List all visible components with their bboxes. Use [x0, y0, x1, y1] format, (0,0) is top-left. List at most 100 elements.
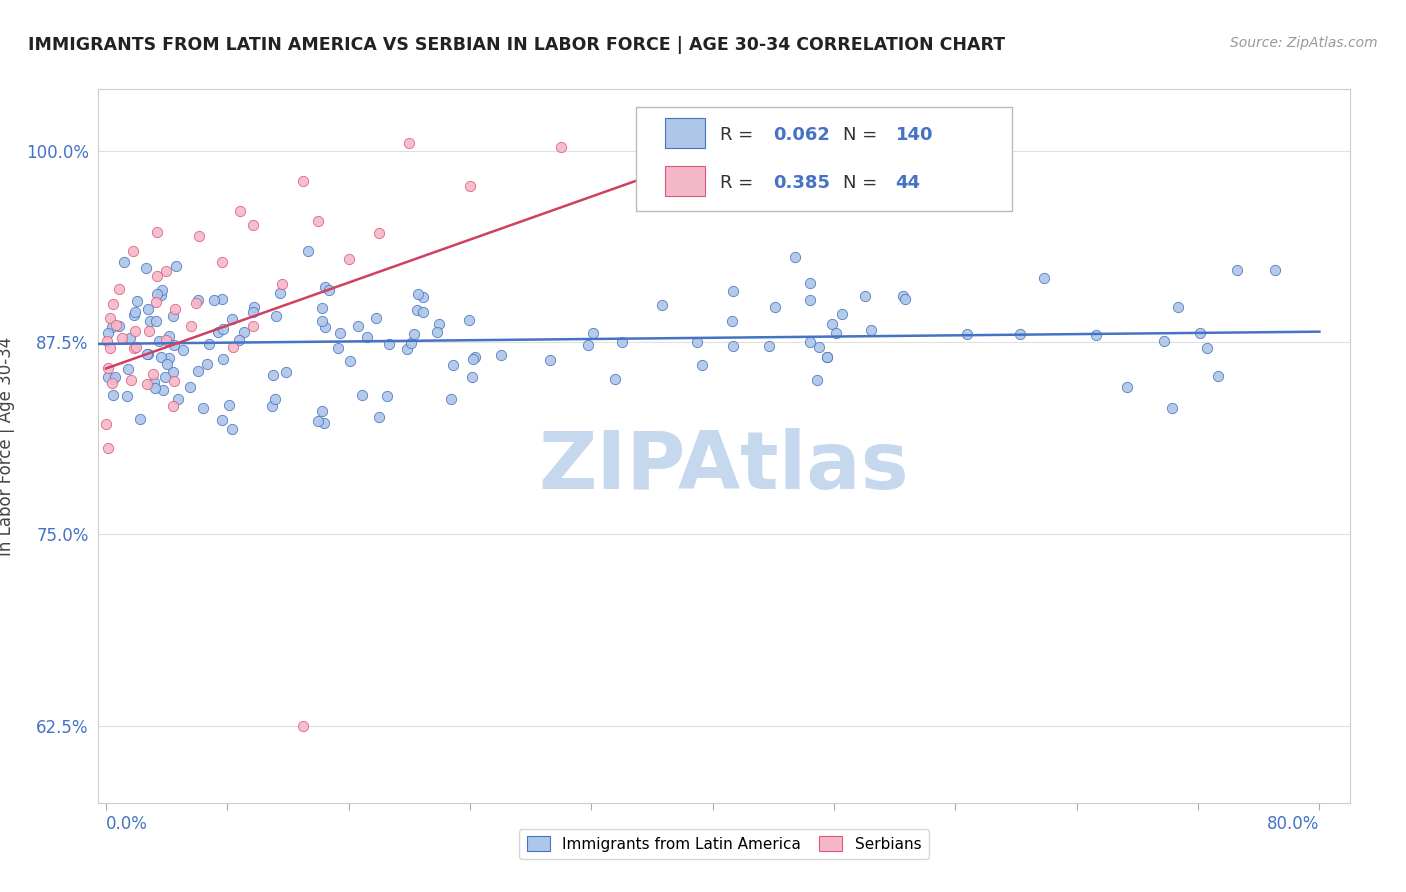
Point [603, 372, 626, 386]
Point [157, 351, 180, 366]
Point [167, 392, 190, 406]
Point [212, 322, 235, 336]
Point [125, 340, 148, 354]
Point [149, 287, 172, 301]
Point [204, 293, 226, 307]
Text: 0.385: 0.385 [773, 174, 830, 192]
Point [221, 422, 243, 436]
Point [120, 373, 142, 387]
Point [367, 410, 389, 425]
Point [356, 330, 378, 344]
Text: 0.0%: 0.0% [105, 815, 148, 833]
Point [723, 284, 745, 298]
Point [894, 293, 917, 307]
Point [806, 374, 828, 388]
Point [395, 342, 418, 356]
Point [180, 318, 202, 333]
Point [269, 286, 291, 301]
Point [187, 364, 209, 378]
Point [582, 326, 605, 341]
Point [135, 376, 157, 391]
Point [337, 252, 360, 267]
Point [1161, 401, 1184, 415]
Point [222, 340, 245, 354]
Point [318, 283, 340, 297]
Point [96, 417, 118, 431]
Point [136, 302, 159, 317]
Point [193, 401, 215, 415]
Point [242, 304, 264, 318]
Text: N =: N = [844, 174, 883, 192]
Point [651, 298, 673, 312]
Point [1153, 334, 1175, 349]
Legend: Immigrants from Latin America, Serbians: Immigrants from Latin America, Serbians [519, 829, 929, 859]
Point [406, 303, 429, 318]
Point [98, 341, 121, 355]
Point [578, 338, 600, 352]
Point [218, 398, 240, 412]
Point [292, 719, 315, 733]
Point [145, 286, 167, 301]
Point [368, 226, 391, 240]
Point [307, 414, 329, 428]
Point [1206, 368, 1229, 383]
Point [153, 370, 176, 384]
FancyBboxPatch shape [637, 107, 1012, 211]
Point [891, 289, 914, 303]
Point [101, 319, 124, 334]
Text: 0.062: 0.062 [773, 126, 830, 144]
Point [831, 307, 853, 321]
Point [101, 297, 124, 311]
Point [221, 312, 243, 326]
Text: IMMIGRANTS FROM LATIN AMERICA VS SERBIAN IN LABOR FORCE | AGE 30-34 CORRELATION : IMMIGRANTS FROM LATIN AMERICA VS SERBIAN… [28, 36, 1005, 54]
Point [721, 314, 744, 328]
Point [815, 350, 838, 364]
Point [853, 289, 876, 303]
Text: 80.0%: 80.0% [1267, 815, 1319, 833]
Point [100, 310, 122, 325]
Point [122, 244, 145, 259]
Point [347, 318, 370, 333]
Point [97, 326, 120, 341]
Point [118, 331, 141, 345]
Point [464, 351, 486, 365]
Point [1226, 263, 1249, 277]
Point [350, 388, 373, 402]
Point [124, 305, 146, 319]
Point [211, 292, 233, 306]
Point [1116, 380, 1139, 394]
Point [101, 372, 124, 386]
Point [165, 301, 187, 316]
Point [146, 268, 169, 283]
Text: N =: N = [844, 126, 883, 144]
Point [211, 413, 233, 427]
Point [314, 279, 336, 293]
Point [162, 365, 184, 379]
Point [686, 334, 709, 349]
Point [242, 318, 264, 333]
Point [264, 309, 287, 323]
Point [136, 347, 159, 361]
Point [117, 361, 139, 376]
Point [242, 218, 264, 232]
Point [150, 283, 173, 297]
Point [211, 255, 233, 269]
Point [172, 343, 194, 357]
Point [112, 255, 135, 269]
Point [186, 296, 208, 310]
Point [135, 261, 157, 276]
Point [105, 318, 128, 333]
Point [188, 229, 211, 244]
Point [149, 350, 172, 364]
Point [103, 388, 125, 402]
Point [307, 213, 329, 227]
Point [260, 399, 283, 413]
Point [311, 301, 333, 315]
Point [179, 380, 201, 394]
Point [145, 294, 167, 309]
Point [101, 376, 124, 390]
Point [96, 441, 118, 455]
Point [1167, 301, 1189, 315]
Point [311, 314, 333, 328]
Point [956, 326, 979, 341]
